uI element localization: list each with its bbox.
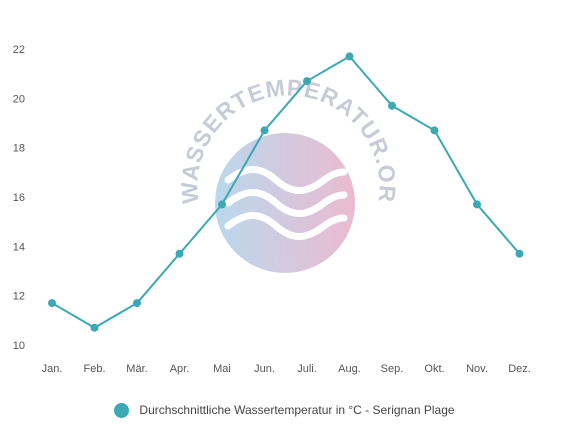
series-line-wassertemperatur (51, 55, 521, 329)
data-point[interactable] (133, 299, 141, 308)
y-tick-label: 22 (13, 44, 25, 56)
y-tick-label: 12 (13, 291, 25, 303)
data-point[interactable] (345, 52, 354, 61)
x-tick-label: Jan. (42, 363, 63, 375)
legend-label: Durchschnittliche Wassertemperatur in °C… (139, 403, 455, 417)
legend-swatch-icon (114, 402, 130, 418)
series-points (48, 52, 524, 332)
data-point[interactable] (515, 249, 524, 258)
x-axis: Jan. Feb. Mär. Apr. Mai Jun. Juli. Aug. Sep. Okt.… (42, 363, 531, 375)
x-tick-label: Jun. (254, 363, 275, 375)
y-tick-label: 16 (13, 192, 25, 204)
x-tick-label: Nov. (466, 363, 488, 375)
watermark-circle (215, 133, 355, 273)
data-point[interactable] (218, 200, 226, 209)
x-tick-label: Feb. (83, 363, 105, 375)
x-tick-label: Dez. (508, 363, 531, 375)
x-tick-label: Mär. (126, 363, 147, 375)
y-tick-label: 10 (13, 340, 25, 352)
x-tick-label: Apr. (170, 363, 190, 375)
watermark-logo: WASSERTEMPERATUR.ORG (0, 0, 400, 273)
x-tick-label: Mai (213, 363, 231, 375)
data-point[interactable] (48, 299, 56, 308)
data-point[interactable] (430, 126, 439, 135)
data-point[interactable] (303, 77, 311, 86)
x-tick-label: Okt. (424, 363, 444, 375)
data-point[interactable] (388, 101, 396, 110)
y-tick-label: 14 (13, 241, 25, 253)
data-point[interactable] (260, 126, 269, 135)
data-point[interactable] (90, 323, 99, 332)
legend[interactable]: Durchschnittliche Wassertemperatur in °C… (0, 398, 569, 422)
y-tick-label: 20 (13, 93, 25, 105)
x-tick-label: Aug. (338, 363, 361, 375)
y-axis: 10 12 14 16 18 20 22 (13, 44, 25, 352)
watermark-waves (224, 166, 348, 240)
data-point[interactable] (473, 200, 481, 209)
x-tick-label: Sep. (381, 363, 404, 375)
x-tick-label: Juli. (297, 363, 317, 375)
data-point[interactable] (175, 249, 184, 258)
y-tick-label: 18 (13, 143, 25, 155)
